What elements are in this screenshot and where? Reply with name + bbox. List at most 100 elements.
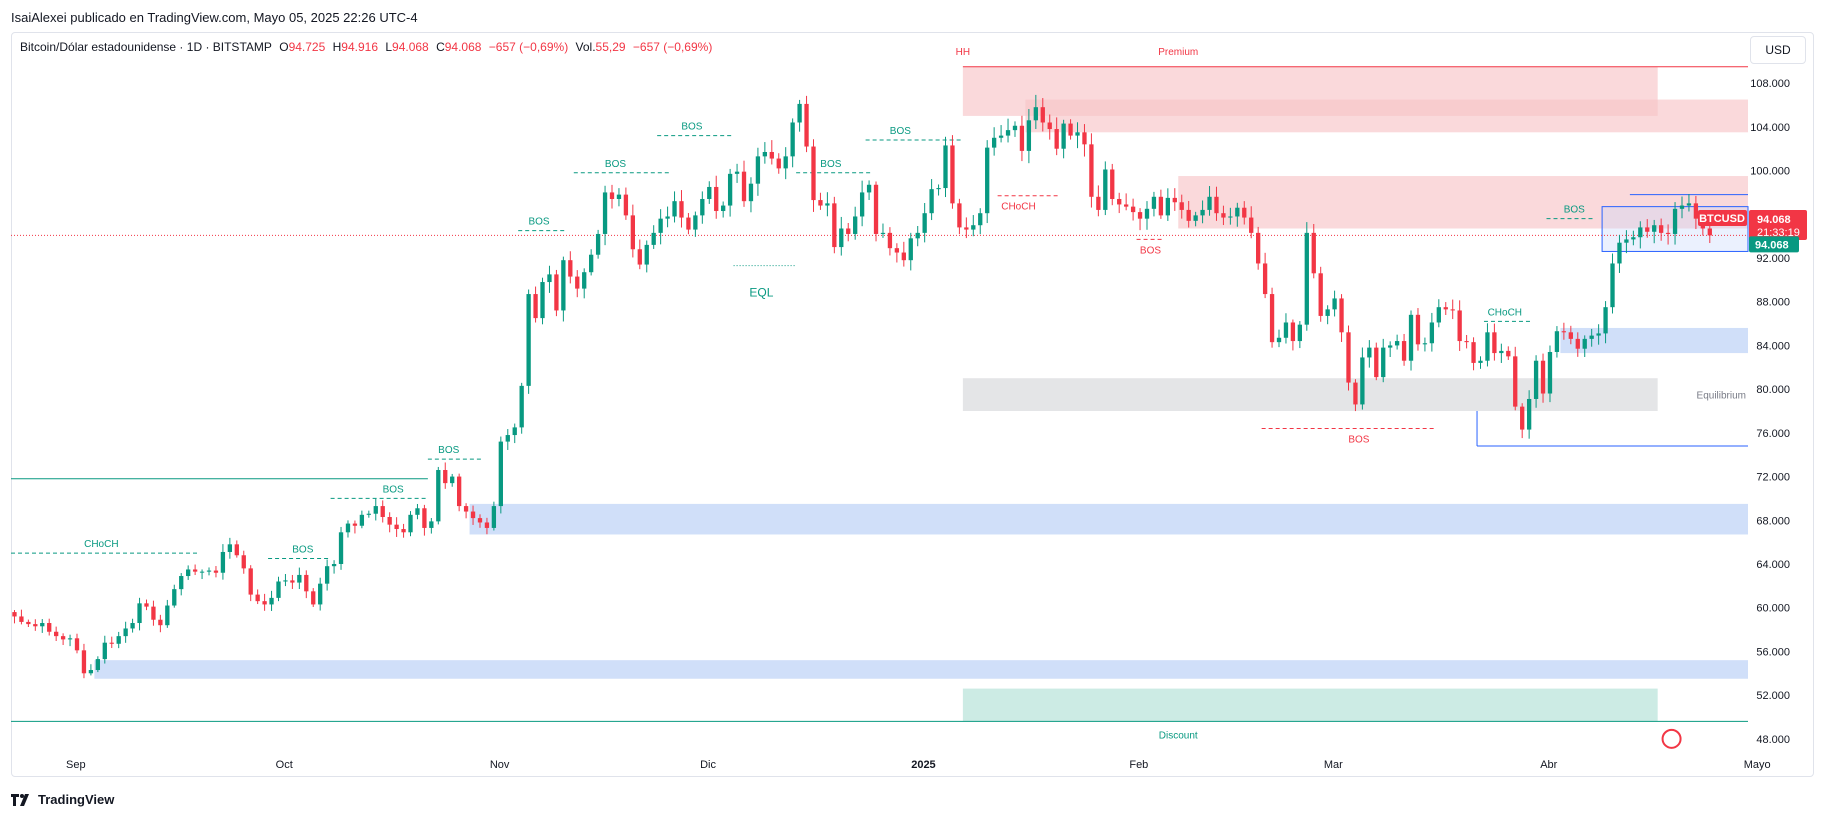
candle-body [477, 518, 483, 523]
volume-value: 55,29 [595, 40, 626, 54]
y-tick-label: 84.000 [1756, 340, 1790, 352]
candle-body [1339, 298, 1344, 333]
candle-body [33, 624, 38, 627]
candle-body [1103, 169, 1108, 210]
eql-label: EQL [749, 285, 773, 299]
us-flag-icon [1661, 728, 1682, 749]
candle-body [1610, 263, 1615, 308]
candle-body [227, 544, 233, 552]
candle-body [450, 476, 455, 484]
candle-body [839, 228, 844, 248]
candle-body [1082, 132, 1087, 145]
x-tick-label: Feb [1129, 759, 1148, 771]
candle-body [700, 198, 705, 216]
candle-body [790, 122, 795, 157]
candle-body [1526, 398, 1532, 430]
candle-body [1144, 208, 1150, 219]
candle-body [1582, 338, 1587, 349]
candle-body [991, 137, 997, 148]
candle-body [297, 574, 302, 583]
candle-body [922, 213, 927, 233]
y-tick-label: 52.000 [1756, 690, 1790, 702]
candle-body [1603, 307, 1608, 334]
time-axis[interactable]: Sep Oct Nov Dic 2025 Feb Mar Abr Mayo [66, 759, 1771, 771]
candle-body [491, 506, 497, 528]
candle-body [248, 568, 253, 595]
candle-body [804, 103, 809, 147]
candle-body [1388, 345, 1393, 348]
candle-body [512, 427, 517, 436]
countdown-text: 21:33:19 [1757, 227, 1800, 239]
candle-body [554, 274, 559, 311]
y-tick-label: 80.000 [1756, 384, 1790, 396]
candle-body [179, 576, 184, 590]
candle-body [1193, 215, 1198, 221]
candle-body [1506, 350, 1511, 357]
candle-body [1228, 216, 1233, 218]
candle-body [186, 569, 191, 577]
y-tick-label: 108.000 [1750, 78, 1790, 90]
candle-body [144, 603, 149, 607]
candle-body [1589, 335, 1594, 339]
tradingview-logo[interactable]: TradingView [11, 792, 114, 807]
candle-body [352, 523, 358, 526]
candle-body [1221, 213, 1226, 218]
candle-body [1394, 341, 1400, 346]
candle-body [721, 205, 726, 212]
candle-body [1617, 242, 1622, 264]
symbol-legend: Bitcoin/Dólar estadounidense · 1D · BITS… [20, 40, 716, 54]
candle-body [1256, 232, 1261, 264]
candle-body [894, 248, 900, 253]
candle-body [338, 532, 344, 564]
high-label: H [332, 40, 342, 54]
candle-body [1214, 196, 1219, 214]
candle-body [1019, 125, 1025, 151]
y-tick-label: 76.000 [1756, 428, 1790, 440]
currency-button[interactable]: USD [1750, 36, 1806, 64]
candle-body [81, 650, 87, 674]
candle-body [1012, 125, 1018, 131]
candle-body [206, 570, 212, 572]
candle-body [165, 605, 170, 626]
y-tick-label: 68.000 [1756, 515, 1790, 527]
candle-body [1061, 123, 1066, 149]
candle-body [40, 623, 45, 627]
candle-body [630, 215, 635, 250]
candle-body [102, 642, 107, 660]
candle-body [568, 260, 573, 277]
candle-body [616, 194, 622, 199]
candle-body [1242, 207, 1247, 218]
y-tick-label: 104.000 [1750, 122, 1790, 134]
candle-body [234, 544, 239, 556]
x-tick-label: Nov [490, 759, 510, 771]
candle-body [832, 203, 837, 248]
candle-body [470, 511, 476, 519]
candle-body [1478, 360, 1483, 363]
candle-body [943, 145, 948, 189]
candle-body [60, 636, 66, 640]
last-price-tag-text: 94.068 [1757, 214, 1791, 226]
candle-body [1047, 122, 1052, 130]
candle-body [116, 636, 121, 644]
candle-body [727, 173, 733, 206]
structure-label-13: BOS [1564, 205, 1585, 216]
candle-body [1457, 310, 1462, 342]
candle-body [1624, 239, 1629, 243]
structure-layer: CHoCH BOS BOS BOS BOS BOS BOS BOS BOS CHoCH BOS BOS… [11, 122, 1596, 560]
candle-body [269, 597, 274, 605]
candle-body [172, 589, 177, 606]
candle-body [1207, 196, 1212, 210]
candle-body [1068, 123, 1073, 136]
volume-label: Vol. [575, 40, 596, 54]
candle-body [602, 192, 608, 234]
candle-body [1429, 322, 1435, 344]
candle-body [463, 506, 469, 512]
open-label: O [279, 40, 289, 54]
candle-body [1450, 309, 1455, 311]
candle-body [304, 574, 309, 592]
candle-body [985, 147, 990, 214]
symbol-name[interactable]: Bitcoin/Dólar estadounidense · 1D · BITS… [20, 40, 272, 54]
candle-body [290, 580, 295, 583]
price-axis[interactable]: 108.000 104.000 100.000 92.000 88.000 84.000 8… [1698, 78, 1807, 746]
